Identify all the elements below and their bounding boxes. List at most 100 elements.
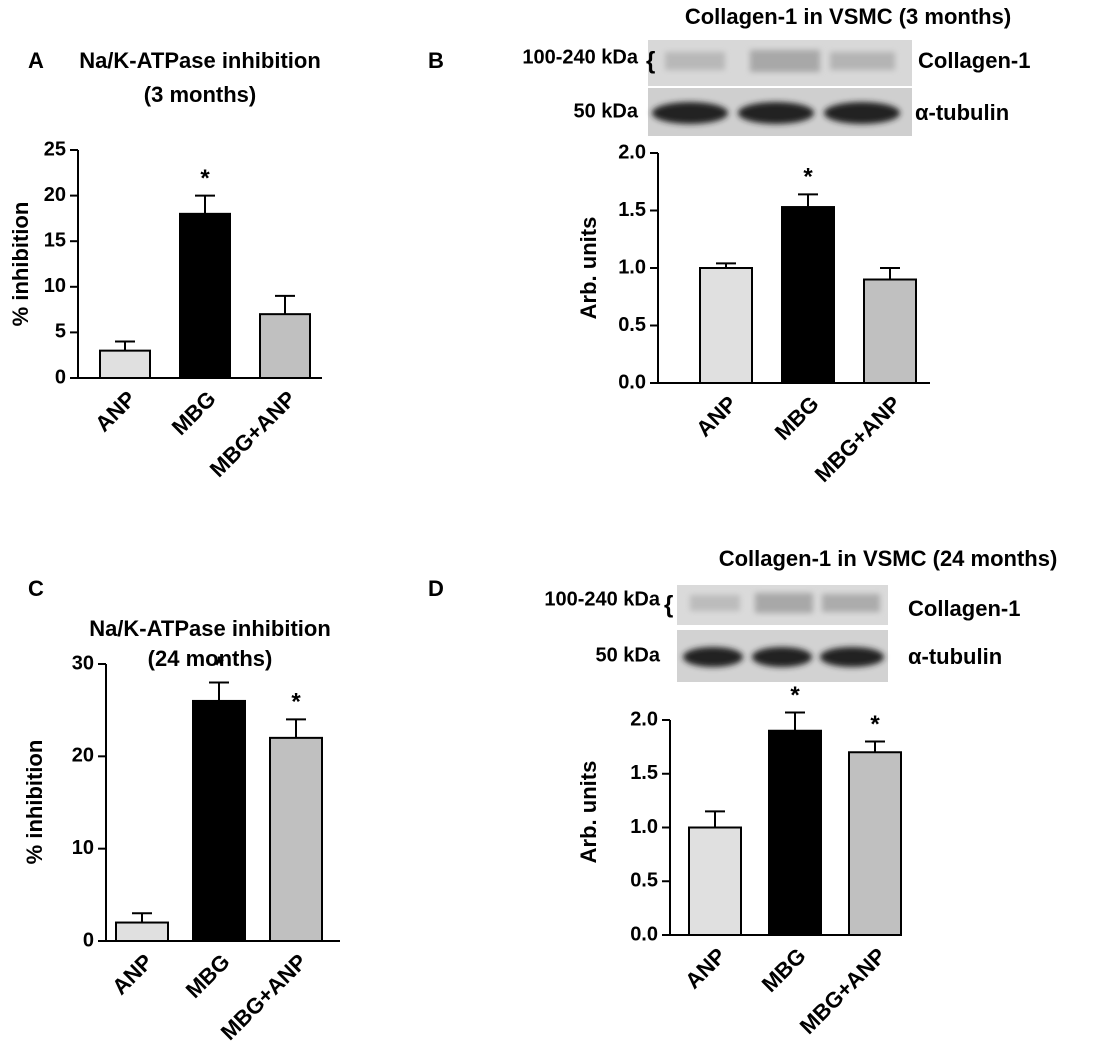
panel-letter: A xyxy=(28,48,44,73)
panel-letter: D xyxy=(428,576,444,601)
bar xyxy=(259,313,311,380)
significance-marker: * xyxy=(214,652,224,679)
panel-letter: B xyxy=(428,48,444,73)
x-tick-label: ANP xyxy=(680,943,731,994)
panel-letter: C xyxy=(28,576,44,601)
bar xyxy=(781,206,835,384)
y-tick-label: 2.0 xyxy=(630,708,658,730)
bar xyxy=(863,278,917,384)
error-bar xyxy=(785,711,805,731)
blot-size-label: 50 kDa xyxy=(574,100,639,122)
bar xyxy=(192,699,246,943)
bar xyxy=(768,729,822,936)
bar xyxy=(699,267,753,384)
y-tick-label: 0.0 xyxy=(618,371,646,393)
y-axis-label: % inhibition xyxy=(8,202,33,327)
blot-band xyxy=(690,595,740,611)
blot-band xyxy=(683,647,743,667)
blot-band xyxy=(822,594,880,612)
blot-band xyxy=(755,593,813,613)
y-tick-label: 30 xyxy=(72,652,94,674)
y-tick-label: 20 xyxy=(72,745,94,767)
error-bar xyxy=(275,294,295,315)
y-tick-label: 0 xyxy=(83,929,94,951)
significance-marker: * xyxy=(803,164,813,191)
blot-band xyxy=(738,102,814,124)
error-bar xyxy=(195,194,215,214)
chart-title: Collagen-1 in VSMC (3 months) xyxy=(685,4,1011,29)
y-tick-label: 0.0 xyxy=(630,923,658,945)
y-axis-label: % inhibition xyxy=(22,740,47,865)
blot-band xyxy=(824,102,900,124)
chart-title: Collagen-1 in VSMC (24 months) xyxy=(719,546,1058,571)
error-bar xyxy=(716,262,736,268)
error-bar xyxy=(115,340,135,351)
y-axis-label: Arb. units xyxy=(576,761,601,864)
chart-subtitle: (3 months) xyxy=(144,82,256,107)
chart-title: Na/K-ATPase inhibition xyxy=(79,48,321,73)
error-bar xyxy=(132,912,152,923)
error-bar xyxy=(705,810,725,828)
y-tick-label: 1.0 xyxy=(618,256,646,278)
blot-band xyxy=(820,647,884,667)
blot-size-label: 100-240 kDa xyxy=(544,588,661,610)
y-axis-label: Arb. units xyxy=(576,217,601,320)
error-bar xyxy=(209,681,229,701)
y-tick-label: 0.5 xyxy=(618,314,646,336)
bar xyxy=(115,921,169,942)
y-tick-label: 1.5 xyxy=(618,199,646,221)
x-tick-label: MBG+ANP xyxy=(810,391,906,487)
bar xyxy=(269,736,323,942)
bar xyxy=(179,212,231,379)
bar xyxy=(99,349,151,380)
x-tick-label: MBG xyxy=(167,386,221,440)
x-tick-label: MBG xyxy=(757,943,811,997)
error-bar xyxy=(286,718,306,738)
blot-band xyxy=(830,52,895,70)
y-tick-label: 2.0 xyxy=(618,141,646,163)
x-tick-label: MBG+ANP xyxy=(795,943,891,1039)
y-tick-label: 25 xyxy=(44,138,66,160)
blot-band xyxy=(752,647,812,667)
western-blot: { xyxy=(646,40,912,136)
chart-subtitle: (24 months) xyxy=(148,646,273,671)
significance-marker: * xyxy=(790,682,800,709)
error-bar xyxy=(880,267,900,280)
blot-protein-label: Collagen-1 xyxy=(908,596,1020,621)
brace: { xyxy=(664,591,673,618)
x-tick-label: MBG xyxy=(770,391,824,445)
x-tick-label: ANP xyxy=(691,391,742,442)
significance-marker: * xyxy=(291,689,301,716)
y-tick-label: 10 xyxy=(44,275,66,297)
y-tick-label: 1.0 xyxy=(630,816,658,838)
significance-marker: * xyxy=(200,165,210,192)
bar xyxy=(848,751,902,936)
y-tick-label: 0 xyxy=(55,366,66,388)
blot-band xyxy=(750,50,820,72)
y-tick-label: 20 xyxy=(44,184,66,206)
blot-size-label: 50 kDa xyxy=(596,644,661,666)
x-tick-label: MBG+ANP xyxy=(205,386,301,482)
western-blot: { xyxy=(664,585,888,682)
y-tick-label: 15 xyxy=(44,229,66,251)
y-tick-label: 0.5 xyxy=(630,870,658,892)
blot-size-label: 100-240 kDa xyxy=(522,46,639,68)
x-tick-label: ANP xyxy=(90,386,141,437)
bar xyxy=(688,826,742,936)
blot-band xyxy=(665,52,725,70)
significance-marker: * xyxy=(870,711,880,738)
blot-protein-label: α-tubulin xyxy=(908,644,1002,669)
brace: { xyxy=(646,47,655,74)
y-tick-label: 5 xyxy=(55,321,66,343)
y-tick-label: 10 xyxy=(72,837,94,859)
x-tick-label: ANP xyxy=(107,949,158,1000)
blot-protein-label: Collagen-1 xyxy=(918,48,1030,73)
error-bar xyxy=(865,740,885,753)
x-tick-label: MBG xyxy=(181,949,235,1003)
blot-band xyxy=(652,102,728,124)
error-bar xyxy=(798,193,818,208)
chart-title: Na/K-ATPase inhibition xyxy=(89,616,331,641)
blot-protein-label: α-tubulin xyxy=(915,100,1009,125)
y-tick-label: 1.5 xyxy=(630,762,658,784)
